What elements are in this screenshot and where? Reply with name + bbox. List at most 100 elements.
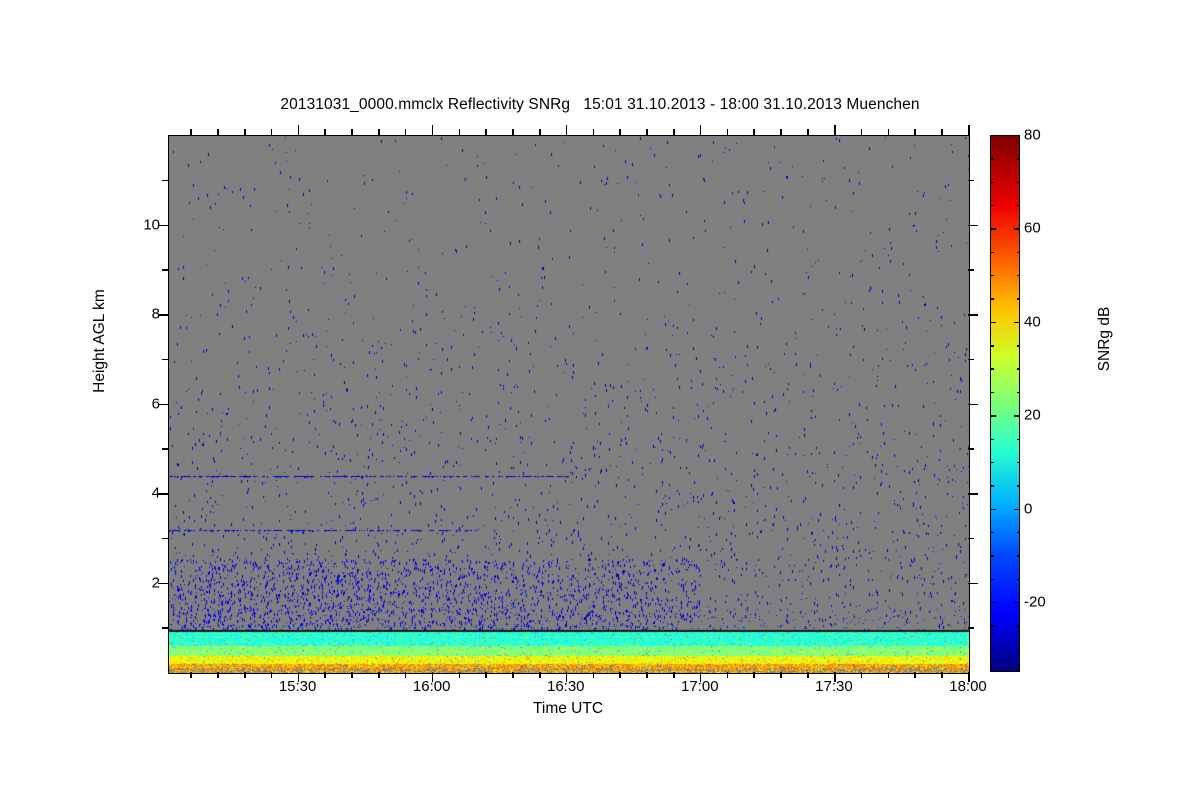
x-axis-tick-label: 16:30 — [546, 678, 585, 695]
colorbar — [990, 135, 1020, 672]
x-axis-minor-tick-top — [404, 129, 407, 135]
y-axis-tick-label: 4 — [151, 484, 160, 502]
y-axis-title: Height AGL km — [91, 289, 108, 393]
x-axis-minor-tick — [807, 672, 809, 678]
x-axis-minor-tick-top — [673, 129, 675, 135]
x-axis-minor-tick-top — [538, 129, 541, 135]
x-axis-minor-tick — [324, 672, 327, 678]
colorbar-minor-tick — [990, 368, 994, 370]
y-axis-minor-tick — [162, 179, 168, 182]
colorbar-title: SNRg dB — [1096, 306, 1113, 372]
reflectivity-heatmap — [169, 136, 969, 673]
colorbar-minor-tick — [990, 251, 994, 254]
colorbar-minor-tick — [1016, 555, 1020, 557]
y-axis-major-tick — [158, 224, 168, 227]
x-axis-major-tick — [968, 672, 970, 682]
colorbar-minor-tick — [1016, 648, 1020, 651]
x-axis-minor-tick-top — [780, 129, 782, 135]
colorbar-minor-tick — [1016, 391, 1020, 394]
x-axis-major-tick — [833, 672, 836, 682]
x-axis-tick-labels: 15:30 16:00 16:30 17:00 17:30 18:00 — [168, 678, 987, 700]
y-axis-tick-labels: 2 4 6 8 10 — [108, 135, 160, 672]
colorbar-minor-tick — [990, 275, 994, 277]
x-axis-minor-tick — [217, 672, 219, 678]
y-axis-minor-tick — [162, 537, 168, 540]
x-axis-minor-tick-top — [726, 129, 729, 135]
colorbar-minor-tick — [990, 158, 994, 160]
x-axis-minor-tick — [538, 672, 541, 678]
y-axis-minor-tick — [162, 269, 168, 271]
axis-tick-layer — [158, 125, 978, 682]
colorbar-tick — [1014, 228, 1020, 230]
colorbar-minor-tick — [990, 298, 994, 300]
x-axis-minor-tick — [619, 672, 621, 678]
x-axis-tick-label: 17:00 — [681, 678, 719, 695]
x-axis-minor-tick — [914, 672, 916, 678]
colorbar-minor-tick — [990, 461, 994, 464]
colorbar-minor-tick — [990, 391, 994, 394]
x-axis-minor-tick-top — [485, 129, 487, 135]
y-axis-major-tick — [158, 582, 168, 585]
colorbar-gradient — [990, 135, 1020, 672]
colorbar-minor-tick — [1016, 438, 1020, 440]
colorbar-minor-tick — [1016, 275, 1020, 277]
y-axis-minor-tick-right — [968, 358, 974, 361]
colorbar-tick — [990, 415, 996, 417]
colorbar-tick — [990, 135, 996, 137]
colorbar-minor-tick — [990, 531, 994, 534]
colorbar-minor-tick — [990, 205, 994, 207]
x-axis-minor-tick-top — [217, 129, 219, 135]
x-axis-minor-tick — [592, 672, 595, 678]
y-axis-major-tick-right — [968, 493, 978, 495]
y-axis-minor-tick-right — [968, 627, 974, 629]
x-axis-minor-tick-top — [592, 129, 595, 135]
x-axis-minor-tick — [378, 672, 380, 678]
y-axis-major-tick-right — [968, 403, 978, 406]
colorbar-minor-tick — [990, 578, 994, 580]
x-axis-minor-tick-top — [351, 129, 353, 135]
x-axis-minor-tick-top — [243, 129, 246, 135]
colorbar-minor-tick — [1016, 485, 1020, 487]
colorbar-tick-label: 40 — [1024, 313, 1041, 331]
y-axis-tick-label: 8 — [151, 305, 160, 323]
colorbar-minor-tick — [990, 625, 994, 627]
y-axis-tick-label: 10 — [143, 216, 160, 233]
x-axis-tick-label: 15:30 — [278, 678, 317, 695]
x-axis-minor-tick-top — [753, 129, 756, 135]
x-axis-major-tick-top — [565, 125, 568, 135]
colorbar-tick-label: 20 — [1024, 406, 1041, 424]
y-axis-major-tick-right — [968, 224, 978, 227]
page-title: 20131031_0000.mmclx Reflectivity SNRg 15… — [280, 96, 920, 113]
x-axis-minor-tick — [646, 672, 648, 678]
colorbar-minor-tick — [990, 438, 994, 440]
colorbar-tick — [1014, 135, 1020, 137]
colorbar-minor-tick — [1016, 181, 1020, 184]
y-axis-tick-label: 2 — [151, 574, 160, 591]
x-axis-major-tick-top — [968, 125, 970, 135]
colorbar-minor-tick — [1016, 461, 1020, 464]
x-axis-major-tick — [431, 672, 434, 682]
x-axis-minor-tick — [780, 672, 782, 678]
colorbar-minor-tick — [1016, 578, 1020, 580]
y-axis-minor-tick — [162, 627, 168, 629]
x-axis-tick-label: 18:00 — [949, 678, 987, 695]
y-axis-minor-tick-right — [968, 179, 974, 182]
colorbar-minor-tick — [1016, 251, 1020, 254]
x-axis-minor-tick — [673, 672, 675, 678]
y-axis-major-tick-right — [968, 582, 978, 585]
x-axis-major-tick-top — [699, 125, 702, 135]
colorbar-minor-tick — [990, 181, 994, 184]
y-axis-minor-tick-right — [968, 537, 974, 540]
colorbar-minor-tick — [1016, 158, 1020, 160]
x-axis-minor-tick — [190, 672, 192, 678]
colorbar-tick-label: 80 — [1024, 126, 1041, 144]
x-axis-minor-tick — [860, 672, 863, 678]
colorbar-minor-tick — [990, 648, 994, 651]
colorbar-tick — [1014, 415, 1020, 417]
x-axis-minor-tick — [458, 672, 461, 678]
x-axis-major-tick-top — [833, 125, 836, 135]
x-axis-major-tick-top — [297, 125, 300, 135]
colorbar-minor-tick — [1016, 368, 1020, 370]
y-axis-major-tick — [158, 493, 168, 495]
